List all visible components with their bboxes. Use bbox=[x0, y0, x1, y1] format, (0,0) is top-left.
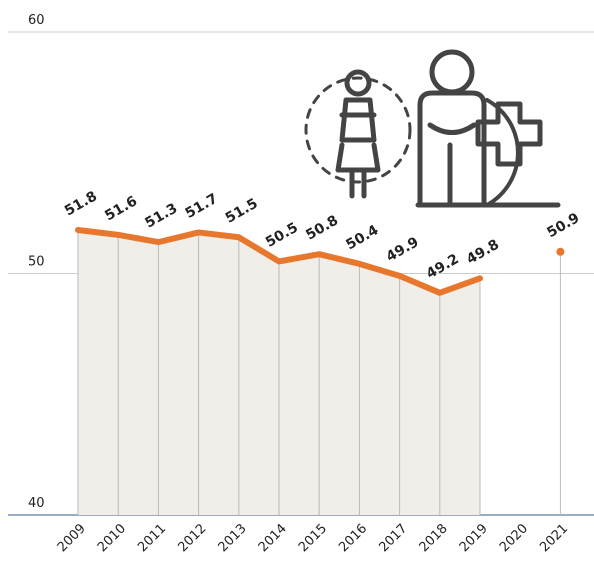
y-tick-label: 40 bbox=[28, 496, 45, 511]
y-tick-label: 60 bbox=[28, 13, 45, 28]
x-tick-label: 2013 bbox=[216, 521, 250, 555]
x-tick-label: 2019 bbox=[457, 521, 491, 555]
x-tick-label: 2012 bbox=[175, 521, 209, 555]
x-tick-label: 2016 bbox=[336, 521, 370, 555]
x-tick-label: 2017 bbox=[376, 521, 410, 555]
illustration bbox=[304, 49, 561, 208]
y-tick-label: 50 bbox=[28, 255, 45, 270]
x-tick-label: 2009 bbox=[55, 521, 89, 555]
value-label: 49.2 bbox=[424, 251, 462, 282]
value-label: 51.6 bbox=[102, 193, 140, 224]
x-tick-label: 2010 bbox=[95, 521, 129, 555]
value-label: 51.3 bbox=[142, 200, 180, 231]
x-tick-label: 2011 bbox=[135, 521, 169, 555]
point bbox=[556, 247, 565, 256]
value-label: 51.5 bbox=[223, 196, 261, 227]
value-label: 51.8 bbox=[62, 188, 100, 219]
x-tick-label: 2015 bbox=[296, 521, 330, 555]
value-label: 49.9 bbox=[384, 234, 422, 265]
value-label: 50.9 bbox=[544, 210, 582, 241]
value-label: 49.8 bbox=[464, 237, 502, 268]
x-tick-label: 2018 bbox=[417, 521, 451, 555]
line bbox=[75, 227, 483, 296]
x-tick-label: 2014 bbox=[256, 521, 290, 555]
x-tick-label: 2020 bbox=[497, 521, 531, 555]
x-tick-label: 2021 bbox=[537, 521, 571, 555]
value-label: 51.7 bbox=[183, 191, 221, 222]
value-label: 50.8 bbox=[303, 213, 341, 244]
value-label: 50.4 bbox=[343, 222, 381, 253]
value-label: 50.5 bbox=[263, 220, 301, 251]
